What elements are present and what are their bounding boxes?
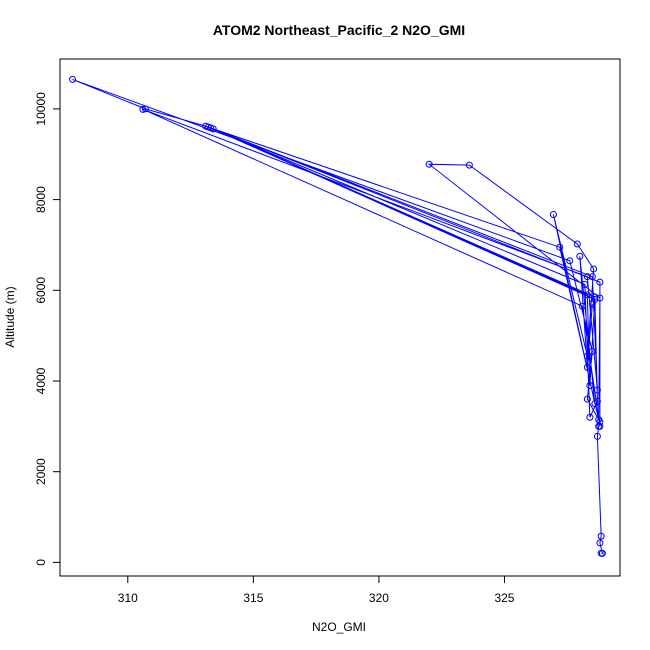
data-point <box>69 75 77 83</box>
data-point <box>583 273 591 281</box>
data-point <box>593 386 601 394</box>
data-point <box>596 539 604 547</box>
y-tick-label: 2000 <box>34 458 48 485</box>
data-point <box>581 280 589 288</box>
data-point <box>596 278 604 286</box>
data-point <box>588 300 596 308</box>
y-axis-label: Altitude (m) <box>3 286 17 347</box>
data-point <box>583 363 591 371</box>
data-point <box>591 400 599 408</box>
x-tick-label: 315 <box>243 591 263 605</box>
data-point <box>588 273 596 281</box>
data-point <box>576 252 584 260</box>
data-point <box>588 348 596 356</box>
data-point <box>586 382 594 390</box>
data-point <box>596 294 604 302</box>
y-tick-label: 8000 <box>34 186 48 213</box>
data-point <box>583 395 591 403</box>
x-axis-label: N2O_GMI <box>312 620 366 634</box>
data-point <box>566 257 574 265</box>
data-point <box>583 291 591 299</box>
data-point <box>595 416 603 424</box>
data-point <box>591 293 599 301</box>
y-tick-label: 10000 <box>34 92 48 126</box>
y-tick-label: 6000 <box>34 277 48 304</box>
x-tick-label: 320 <box>369 591 389 605</box>
data-point <box>425 160 433 168</box>
data-point <box>556 243 564 251</box>
series-layer <box>69 75 606 557</box>
data-point <box>141 105 149 113</box>
data-point <box>596 422 604 430</box>
data-point <box>590 265 598 273</box>
y-tick-label: 0 <box>34 559 48 566</box>
data-point <box>465 161 473 169</box>
x-axis: 310 315 320 325 <box>118 575 515 605</box>
plot-area-frame <box>59 58 621 577</box>
x-tick-label: 310 <box>118 591 138 605</box>
data-point <box>586 413 594 421</box>
data-point <box>597 532 605 540</box>
data-point <box>598 549 606 557</box>
chart-title: ATOM2 Northeast_Pacific_2 N2O_GMI <box>213 22 465 38</box>
data-point <box>139 105 147 113</box>
y-axis: 0 2000 4000 6000 8000 10000 <box>34 92 61 566</box>
data-point <box>573 240 581 248</box>
data-point <box>204 123 212 131</box>
data-point <box>549 211 557 219</box>
x-tick-label: 325 <box>494 591 514 605</box>
data-point <box>593 432 601 440</box>
data-point <box>583 352 591 360</box>
data-point <box>578 302 586 310</box>
series-line <box>72 78 604 554</box>
y-tick-label: 4000 <box>34 367 48 394</box>
